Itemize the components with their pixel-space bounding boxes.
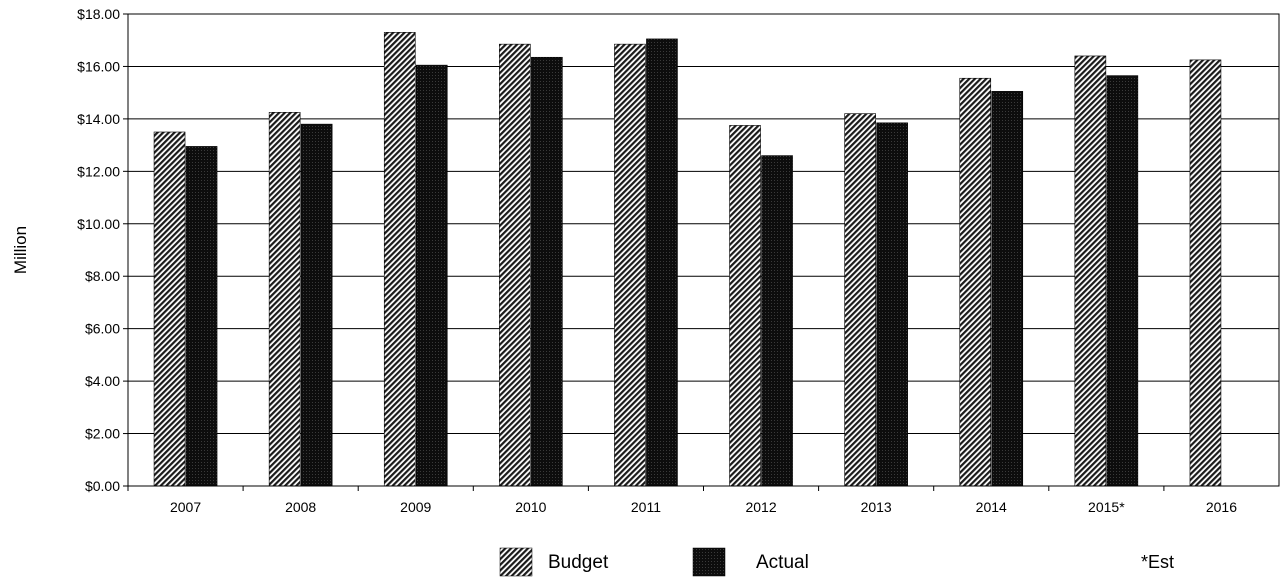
gridlines (128, 13, 1279, 487)
bar-budget (268, 112, 301, 487)
bar-budget (1189, 59, 1222, 487)
legend-item-budget: Budget (499, 547, 609, 577)
legend-swatch-budget (499, 547, 533, 577)
y-axis-label: Million (11, 226, 30, 274)
legend-item-actual: Actual (692, 547, 809, 577)
estimate-note: *Est (1141, 552, 1174, 572)
y-tick-label: $6.00 (85, 321, 120, 337)
x-axis-ticks: 2007 2008 2009 2010 2011 2012 2013 2014 2015* 201… (127, 486, 1237, 515)
y-tick-label: $2.00 (85, 426, 120, 442)
x-tick-label: 2011 (631, 499, 661, 515)
legend-swatch-actual (692, 547, 726, 577)
x-tick-label: 2008 (285, 499, 316, 515)
y-tick-label: $8.00 (85, 268, 120, 284)
bar-actual (300, 123, 333, 487)
legend: Budget Actual (499, 547, 809, 577)
y-tick-label: $4.00 (85, 373, 120, 389)
bar-budget (1074, 55, 1107, 487)
x-tick-label: 2009 (400, 499, 431, 515)
bar-budget (614, 43, 646, 487)
bar-actual (1106, 75, 1139, 487)
x-tick-label: 2016 (1206, 499, 1237, 515)
bar-actual (185, 146, 218, 487)
bar-budget (153, 131, 186, 487)
bars (153, 32, 1222, 487)
bar-budget (844, 113, 876, 487)
y-tick-label: $0.00 (85, 478, 120, 494)
y-axis-ticks: $0.00 $2.00 $4.00 $6.00 $8.00 $10.00 $12.00 $14… (77, 6, 128, 494)
bar-actual (876, 122, 908, 487)
y-tick-label: $14.00 (77, 111, 120, 127)
legend-label-actual: Actual (756, 552, 809, 573)
bar-budget (959, 77, 992, 487)
y-tick-label: $10.00 (77, 216, 120, 232)
bar-actual (991, 91, 1024, 487)
bar-actual (761, 155, 793, 487)
bar-actual (531, 56, 563, 487)
plot-frame (127, 13, 1280, 487)
bar-budget (729, 125, 761, 487)
y-tick-label: $18.00 (77, 6, 120, 22)
x-tick-label: 2012 (745, 499, 776, 515)
y-tick-label: $12.00 (77, 163, 120, 179)
x-tick-label: 2010 (515, 499, 546, 515)
bar-actual (646, 38, 678, 487)
y-tick-label: $16.00 (77, 58, 120, 74)
x-tick-label: 2014 (976, 499, 1007, 515)
legend-label-budget: Budget (548, 552, 609, 573)
x-tick-label: 2015* (1088, 499, 1125, 515)
x-tick-label: 2013 (861, 499, 892, 515)
bar-budget (499, 43, 531, 487)
bar-actual (415, 64, 448, 487)
bar-budget (383, 32, 416, 487)
x-tick-label: 2007 (170, 499, 201, 515)
